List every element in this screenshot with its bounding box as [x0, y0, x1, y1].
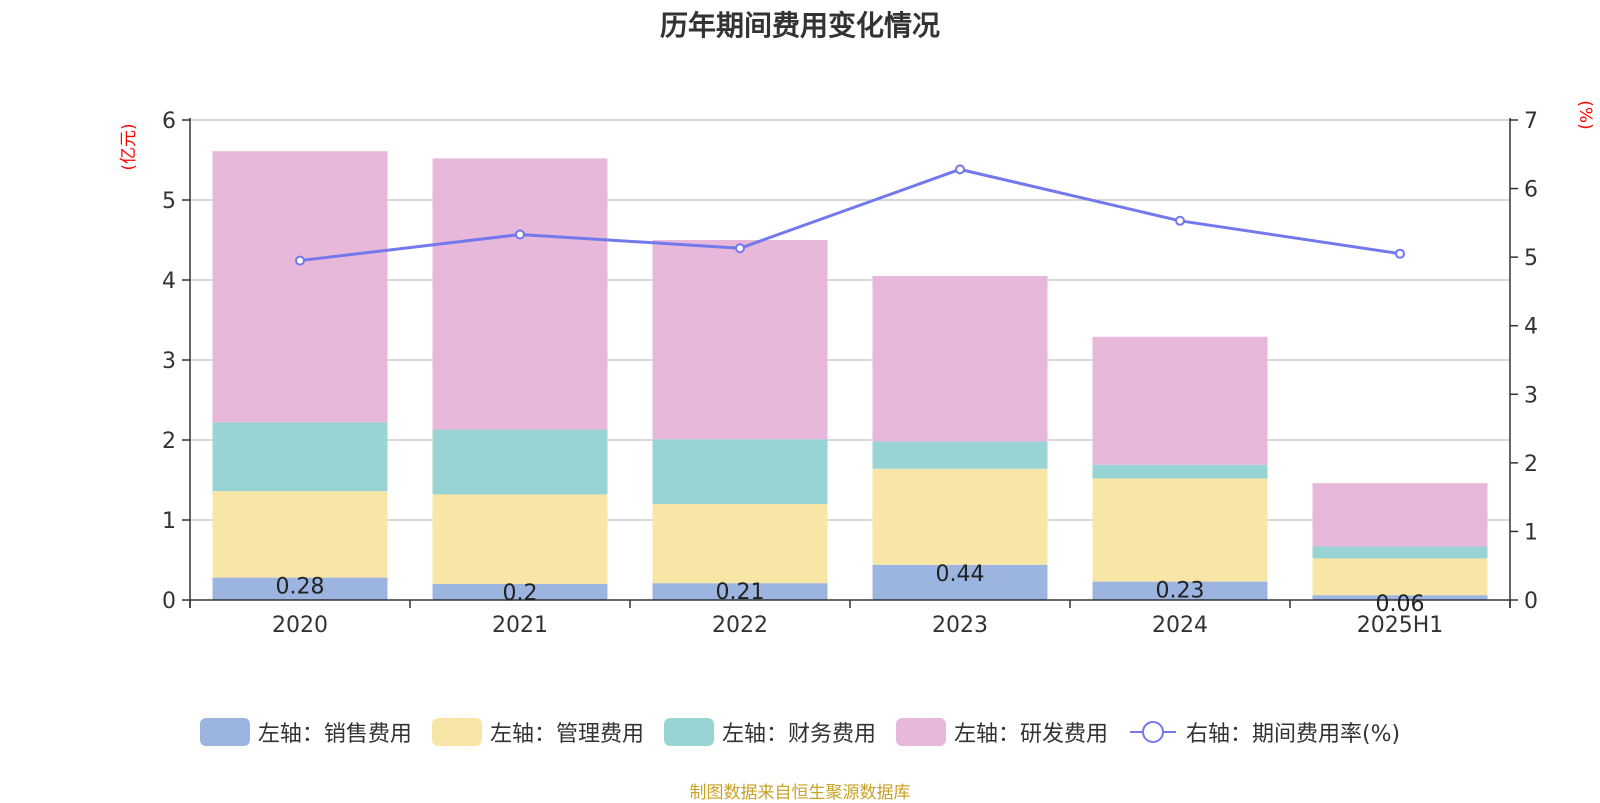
- data-labels: 0.28 0.2 0.21 0.44 0.23 0.06: [276, 562, 1425, 617]
- bar-3-2025H1: [1312, 546, 1488, 559]
- y-right-tick-label: 3: [1524, 383, 1538, 408]
- bar-1-2020: [212, 577, 388, 600]
- grid-lines: [190, 119, 1510, 521]
- bar-1-2023: [872, 564, 1048, 600]
- y-right-tick-label: 4: [1524, 315, 1538, 340]
- bar-4-2022: [652, 240, 828, 440]
- point-expense-rate-2022: [735, 243, 745, 254]
- legend-swatch-finance: [663, 718, 714, 746]
- y-left-tick-label: 4: [162, 269, 176, 294]
- bar-4-2023: [872, 276, 1048, 442]
- bar-series: [212, 151, 1488, 600]
- legend: 左轴：销售费用 左轴：管理费用 左轴：财务费用 左轴：研发费用 右轴：期间费用率…: [0, 716, 1600, 748]
- legend-label-sales: 左轴：销售费用: [257, 722, 412, 747]
- y-right-tick-label: 1: [1524, 520, 1538, 545]
- y-right-tick-label: 7: [1524, 109, 1538, 134]
- y-right-tick-label: 0: [1524, 589, 1538, 614]
- data-label-sales: 0.21: [716, 580, 765, 605]
- y-right-unit-label: (%): [1575, 100, 1595, 129]
- x-tick-label: 2025H1: [1357, 613, 1444, 638]
- legend-label-finance: 左轴：财务费用: [721, 722, 876, 747]
- source-note: 制图数据来自恒生聚源数据库: [689, 783, 911, 803]
- bar-2-2024: [1092, 478, 1268, 582]
- y-left-tick-label: 0: [162, 589, 176, 614]
- bar-4-2021: [432, 158, 608, 430]
- bar-2-2023: [872, 468, 1048, 565]
- x-tick-label: 2023: [932, 613, 988, 638]
- legend-item-admin[interactable]: 左轴：管理费用: [431, 716, 644, 748]
- legend-item-expense-rate[interactable]: 右轴：期间费用率(%): [1128, 716, 1400, 748]
- data-label-sales: 0.06: [1376, 592, 1425, 617]
- point-expense-rate-2021: [515, 229, 525, 240]
- y-left-tick-label: 1: [162, 509, 176, 534]
- x-tick-label: 2022: [712, 613, 768, 638]
- data-label-sales: 0.28: [276, 575, 325, 600]
- y-left-unit-label: (亿元): [119, 123, 139, 170]
- legend-item-finance[interactable]: 左轴：财务费用: [663, 716, 876, 748]
- point-expense-rate-2023: [955, 164, 965, 175]
- x-tick-label: 2024: [1152, 613, 1208, 638]
- bar-1-2024: [1092, 581, 1268, 600]
- bar-4-2025H1: [1312, 483, 1488, 547]
- legend-swatch-admin: [431, 718, 482, 746]
- legend-item-sales[interactable]: 左轴：销售费用: [199, 716, 412, 748]
- line-series: [295, 164, 1405, 266]
- axes: 0 1 2 3 4 5 6 0 1 2 3 4 5 6 7 (亿元) (%) 2020 2021 2022 2023 20…: [119, 100, 1595, 638]
- point-expense-rate-2020: [295, 255, 305, 266]
- bar-3-2023: [872, 441, 1048, 469]
- point-expense-rate-2024: [1175, 215, 1185, 226]
- y-right-tick-label: 2: [1524, 452, 1538, 477]
- chart-title: 历年期间费用变化情况: [659, 9, 940, 42]
- y-left-tick-label: 5: [162, 189, 176, 214]
- point-expense-rate-2025H1: [1395, 248, 1405, 259]
- bar-2-2020: [212, 491, 388, 578]
- data-label-sales: 0.23: [1156, 579, 1205, 604]
- bar-1-2025H1: [1312, 595, 1488, 600]
- legend-item-rnd[interactable]: 左轴：研发费用: [895, 716, 1108, 748]
- legend-swatch-expense-rate: [1129, 721, 1176, 743]
- bar-2-2021: [432, 494, 608, 584]
- y-right-tick-label: 6: [1524, 178, 1538, 203]
- x-tick-label: 2020: [272, 613, 328, 638]
- bar-4-2020: [212, 151, 388, 423]
- y-left-tick-label: 3: [162, 349, 176, 374]
- x-tick-label: 2021: [492, 613, 548, 638]
- legend-swatch-sales: [199, 718, 250, 746]
- data-label-sales: 0.44: [936, 562, 985, 587]
- bar-3-2022: [652, 439, 828, 504]
- y-right-tick-label: 5: [1524, 246, 1538, 271]
- y-left-tick-label: 2: [162, 429, 176, 454]
- line-expense-rate: [299, 167, 1401, 263]
- y-left-tick-label: 6: [162, 109, 176, 134]
- legend-label-admin: 左轴：管理费用: [489, 722, 644, 747]
- bar-2-2022: [652, 504, 828, 584]
- legend-label-expense-rate: 右轴：期间费用率(%): [1185, 722, 1401, 747]
- bar-3-2020: [212, 422, 388, 492]
- bar-1-2022: [652, 583, 828, 600]
- data-label-sales: 0.2: [503, 581, 538, 606]
- bar-2-2025H1: [1312, 558, 1488, 596]
- bar-3-2021: [432, 429, 608, 495]
- legend-label-rnd: 左轴：研发费用: [953, 722, 1108, 747]
- bar-3-2024: [1092, 464, 1268, 479]
- bar-4-2024: [1092, 336, 1268, 465]
- bar-1-2021: [432, 584, 608, 600]
- legend-swatch-rnd: [895, 718, 946, 746]
